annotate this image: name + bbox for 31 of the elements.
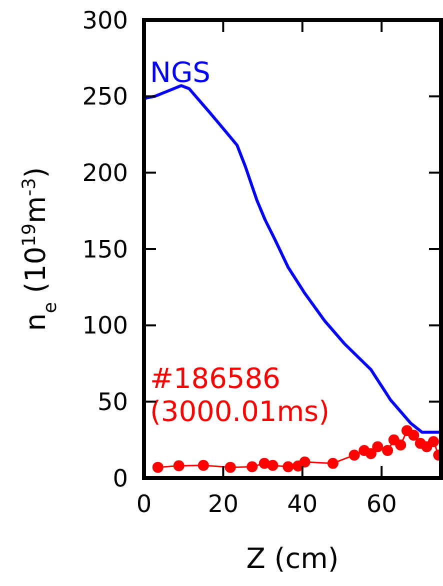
y-tick-label: 0 (112, 464, 128, 492)
point (152, 462, 164, 473)
y-tick-label: 100 (82, 312, 128, 340)
point (246, 461, 258, 472)
point (365, 448, 376, 460)
y-tick-label: 50 (97, 388, 128, 416)
point (382, 445, 394, 456)
point (282, 461, 294, 472)
x-tick-label: 20 (208, 490, 238, 518)
x-axis-title: Z (cm) (246, 542, 339, 575)
point (299, 456, 310, 468)
y-tick-label: 250 (82, 82, 128, 111)
point (327, 458, 338, 469)
x-tick-label: 60 (366, 490, 397, 518)
y-tick-label: 150 (82, 235, 128, 264)
series-label: #186586 (3000.01ms) (150, 362, 330, 428)
series-label: NGS (150, 56, 210, 89)
y-tick-label: 200 (82, 159, 128, 188)
point (198, 460, 209, 471)
point (372, 441, 384, 452)
point (348, 450, 360, 461)
point (267, 460, 278, 471)
point (408, 430, 420, 441)
x-tick-label: 40 (287, 490, 318, 518)
line-series (144, 84, 441, 434)
point (173, 460, 184, 472)
y-tick-label: 300 (82, 6, 128, 34)
x-tick-label: 0 (136, 490, 152, 518)
point (224, 462, 236, 473)
point (395, 440, 406, 451)
point (428, 436, 439, 448)
